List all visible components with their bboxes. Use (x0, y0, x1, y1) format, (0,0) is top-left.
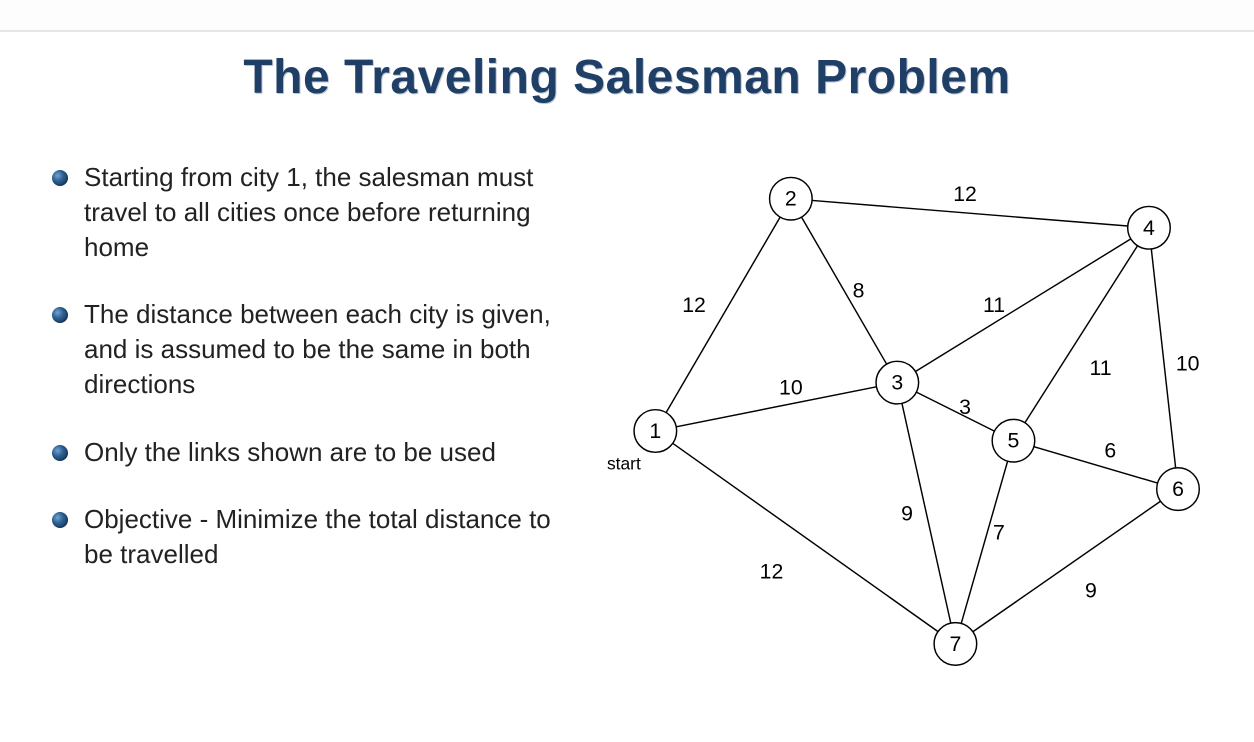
graph-edge (1034, 447, 1158, 483)
node-label: 3 (891, 371, 903, 395)
tsp-graph: 121012812113911106791234567start (590, 160, 1224, 702)
bullet-item: Starting from city 1, the salesman must … (50, 160, 580, 265)
node-label: 1 (649, 419, 661, 443)
graph-edge (673, 443, 938, 631)
node-label: 6 (1172, 477, 1184, 501)
node-label: 2 (785, 187, 797, 211)
edge-weight-label: 11 (1090, 356, 1112, 380)
graph-edge (1151, 249, 1175, 468)
edge-weight-label: 10 (779, 375, 803, 399)
edge-weight-label: 6 (1104, 438, 1116, 462)
edge-weight-label: 3 (959, 395, 971, 419)
start-label: start (607, 454, 641, 474)
graph-edge (1025, 246, 1138, 423)
node-label: 7 (949, 632, 961, 656)
slide: The Traveling Salesman Problem Starting … (0, 0, 1254, 742)
slide-body: Starting from city 1, the salesman must … (50, 160, 1224, 702)
edge-weight-label: 12 (953, 182, 977, 206)
edge-weight-label: 12 (760, 559, 784, 583)
edge-weight-label: 9 (901, 501, 913, 525)
edge-weight-label: 11 (983, 293, 1005, 317)
node-label: 5 (1008, 429, 1020, 453)
slide-title: The Traveling Salesman Problem (0, 50, 1254, 105)
graph-edge (802, 217, 887, 364)
graph-edge (916, 392, 994, 431)
graph-edge (915, 239, 1130, 372)
graph-container: 121012812113911106791234567start (590, 160, 1224, 702)
edge-weight-label: 7 (993, 521, 1005, 545)
bullet-list: Starting from city 1, the salesman must … (50, 160, 580, 572)
top-divider (0, 0, 1254, 32)
bullet-list-container: Starting from city 1, the salesman must … (50, 160, 590, 702)
bullet-item: Only the links shown are to be used (50, 435, 580, 470)
edge-weight-label: 9 (1085, 579, 1097, 603)
edge-weight-label: 12 (682, 293, 706, 317)
node-label: 4 (1143, 216, 1155, 240)
graph-edge (676, 387, 876, 427)
bullet-item: The distance between each city is given,… (50, 297, 580, 402)
edge-weight-label: 10 (1176, 351, 1200, 375)
bullet-item: Objective - Minimize the total distance … (50, 502, 580, 572)
edge-weight-label: 8 (853, 279, 865, 303)
